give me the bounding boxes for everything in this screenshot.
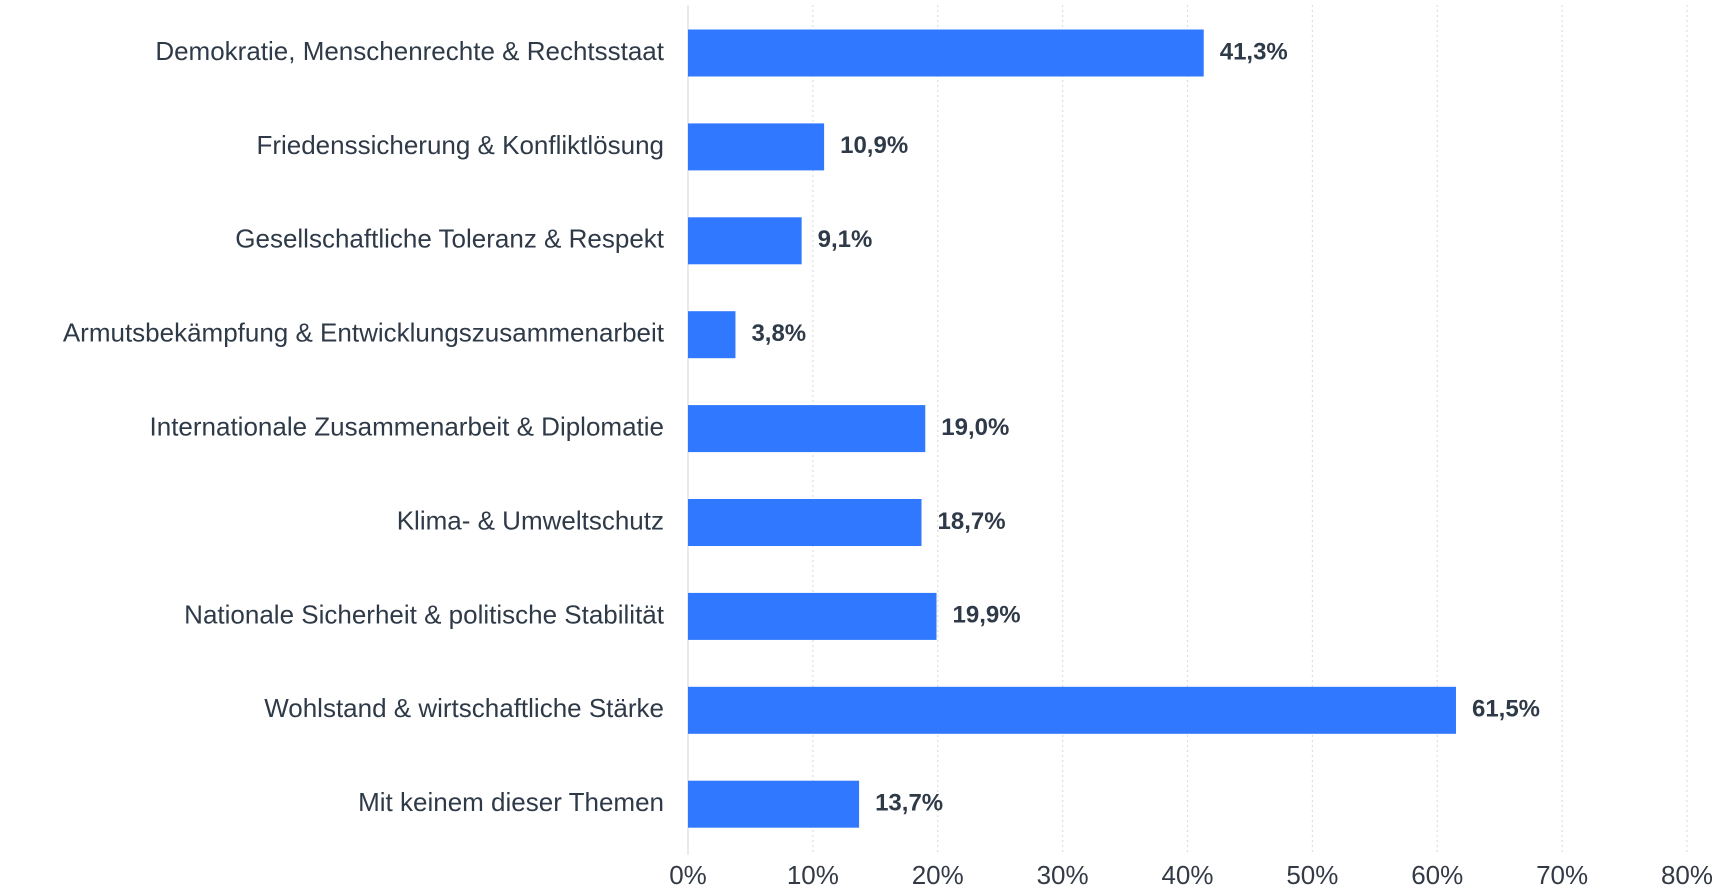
value-label: 10,9% [840, 132, 908, 159]
bar [688, 123, 825, 171]
y-tick-label: Internationale Zusammenarbeit & Diplomat… [150, 411, 664, 441]
x-tick-label: 60% [1411, 860, 1463, 889]
value-label: 61,5% [1472, 696, 1540, 723]
bar [688, 217, 802, 265]
x-tick-label: 0% [669, 860, 707, 889]
value-label: 19,9% [953, 602, 1021, 629]
x-tick-label: 30% [1037, 860, 1089, 889]
bar [688, 405, 926, 453]
bar [688, 29, 1204, 77]
y-tick-label: Mit keinem dieser Themen [358, 787, 664, 817]
bar [688, 592, 937, 640]
y-tick-label: Demokratie, Menschenrechte & Rechtsstaat [155, 36, 664, 66]
bar [688, 686, 1456, 734]
x-tick-label: 80% [1661, 860, 1713, 889]
value-label: 18,7% [938, 508, 1006, 535]
x-tick-label: 40% [1161, 860, 1213, 889]
y-tick-label: Armutsbekämpfung & Entwicklungszusammena… [63, 318, 665, 348]
value-label: 13,7% [875, 790, 943, 817]
bar [688, 780, 860, 828]
x-tick-label: 20% [912, 860, 964, 889]
x-tick-label: 50% [1286, 860, 1338, 889]
x-tick-label: 70% [1536, 860, 1588, 889]
value-label: 9,1% [818, 226, 873, 253]
value-label: 19,0% [941, 414, 1009, 441]
value-label: 3,8% [751, 320, 806, 347]
bar [688, 311, 736, 359]
y-tick-label: Wohlstand & wirtschaftliche Stärke [264, 693, 664, 723]
x-tick-label: 10% [787, 860, 839, 889]
value-label: 41,3% [1220, 38, 1288, 65]
y-tick-label: Gesellschaftliche Toleranz & Respekt [235, 224, 665, 254]
y-tick-label: Klima- & Umweltschutz [397, 505, 664, 535]
y-tick-label: Friedenssicherung & Konfliktlösung [256, 130, 664, 160]
bar [688, 499, 922, 546]
y-tick-label: Nationale Sicherheit & politische Stabil… [184, 599, 665, 629]
